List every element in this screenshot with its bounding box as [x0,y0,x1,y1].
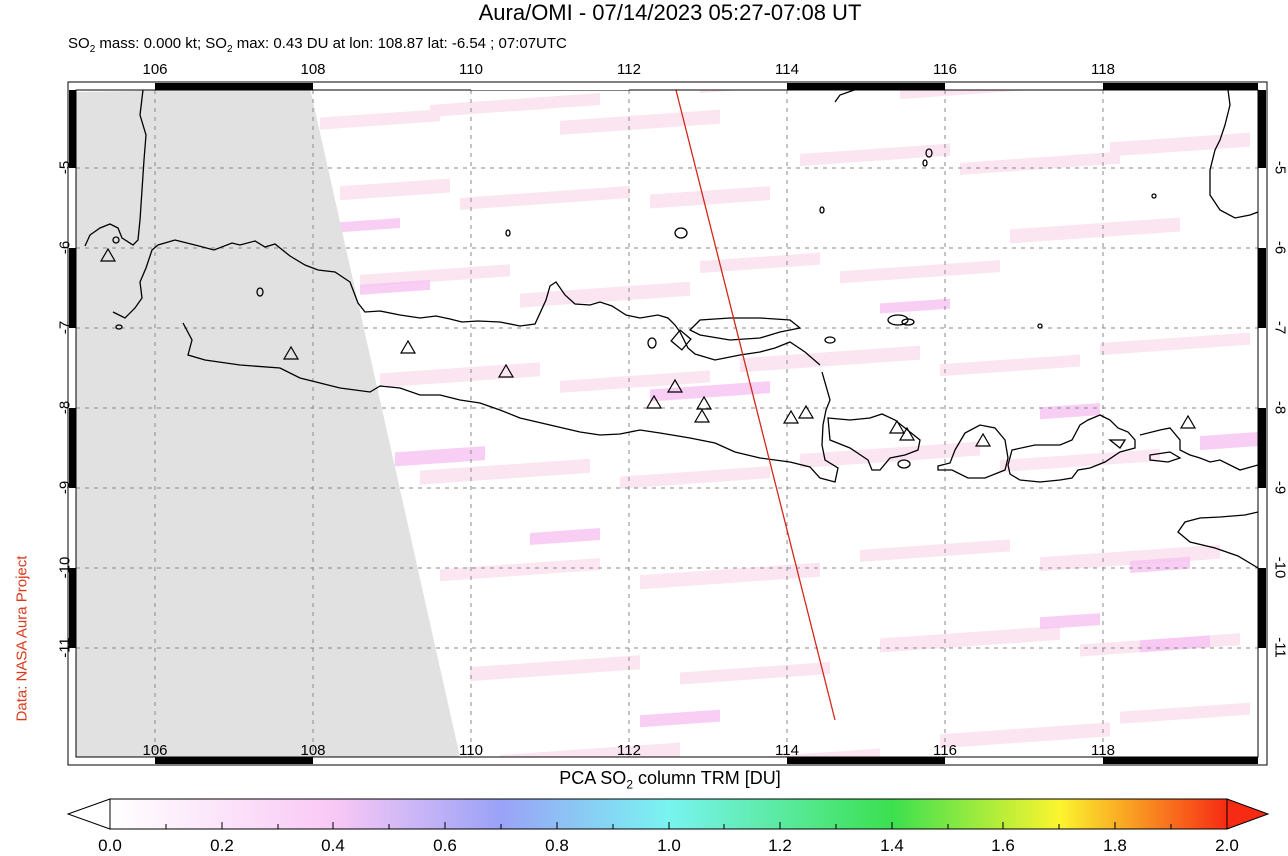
y-tick-label: -5 [57,153,74,183]
x-tick-label: 118 [1083,742,1123,759]
x-tick-label: 106 [135,61,175,78]
x-tick-label: 114 [767,742,807,759]
x-tick-label: 110 [451,61,491,78]
y-tick-label: -5 [1272,153,1288,183]
colorbar-label: 0.2 [202,836,242,856]
x-tick-label: 116 [925,742,965,759]
colorbar-label: 0.8 [537,836,577,856]
y-tick-label: -6 [1272,233,1288,263]
colorbar [68,799,1268,829]
y-tick-label: -10 [1272,553,1288,583]
colorbar-label: 0.0 [90,836,130,856]
colorbar-label: 0.4 [313,836,353,856]
y-tick-label: -7 [1272,313,1288,343]
x-tick-label: 110 [451,742,491,759]
y-tick-label: -11 [1272,633,1288,663]
colorbar-over-arrow [1227,799,1268,829]
x-tick-label: 108 [293,742,333,759]
colorbar-label: 1.0 [649,836,689,856]
colorbar-label: 1.8 [1095,836,1135,856]
colorbar-label: 2.0 [1207,836,1247,856]
colorbar-label: 0.6 [425,836,465,856]
y-tick-label: -8 [57,393,74,423]
x-tick-label: 106 [135,742,175,759]
x-tick-label: 118 [1083,61,1123,78]
x-tick-label: 112 [609,61,649,78]
y-tick-label: -9 [57,473,74,503]
x-tick-label: 112 [609,742,649,759]
y-tick-label: -8 [1272,393,1288,423]
y-tick-label: -11 [57,633,74,663]
colorbar-label: 1.6 [983,836,1023,856]
colorbar-under-arrow [68,799,110,829]
x-tick-label: 116 [925,61,965,78]
y-tick-label: -6 [57,233,74,263]
y-tick-label: -9 [1272,473,1288,503]
colorbar-label: 1.2 [760,836,800,856]
y-tick-label: -10 [57,553,74,583]
colorbar-label: 1.4 [872,836,912,856]
x-tick-label: 108 [293,61,333,78]
y-tick-label: -7 [57,313,74,343]
colorbar-title: PCA SO2 column TRM [DU] [0,768,1288,792]
x-tick-label: 114 [767,61,807,78]
